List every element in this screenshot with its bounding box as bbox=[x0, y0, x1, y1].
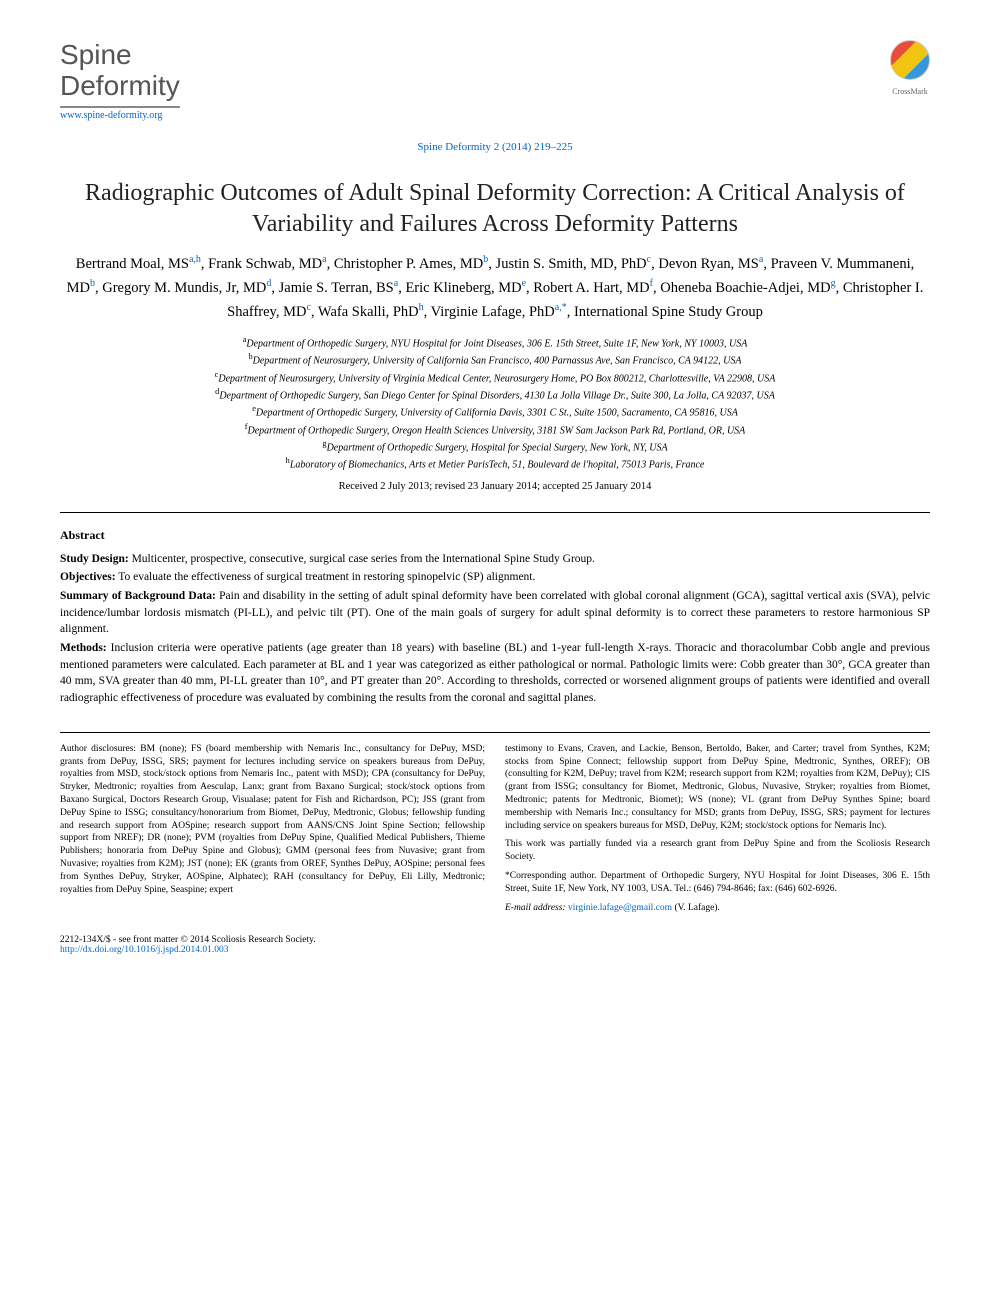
email-line: E-mail address: virginie.lafage@gmail.co… bbox=[505, 902, 930, 915]
email-suffix: (V. Lafage). bbox=[672, 903, 720, 913]
abstract-section: Study Design: Multicenter, prospective, … bbox=[60, 551, 930, 568]
affiliation-line: hLaboratory of Biomechanics, Arts et Met… bbox=[60, 455, 930, 472]
copyright-left: 2212-134X/$ - see front matter © 2014 Sc… bbox=[60, 935, 316, 955]
abstract-section: Objectives: To evaluate the effectivenes… bbox=[60, 569, 930, 586]
affiliation-line: bDepartment of Neurosurgery, University … bbox=[60, 351, 930, 368]
abstract-section-label: Summary of Background Data: bbox=[60, 590, 216, 602]
abstract-section-label: Study Design: bbox=[60, 553, 129, 565]
abstract-section: Summary of Background Data: Pain and dis… bbox=[60, 588, 930, 638]
page-header: Spine Deformity www.spine-deformity.org … bbox=[60, 40, 930, 121]
abstract-heading: Abstract bbox=[60, 528, 930, 543]
affiliation-line: eDepartment of Orthopedic Surgery, Unive… bbox=[60, 403, 930, 420]
corresponding-author: *Corresponding author. Department of Ort… bbox=[505, 870, 930, 896]
affiliation-line: fDepartment of Orthopedic Surgery, Orego… bbox=[60, 421, 930, 438]
affiliation-line: cDepartment of Neurosurgery, University … bbox=[60, 369, 930, 386]
crossmark-label: CrossMark bbox=[890, 87, 930, 96]
copyright-row: 2212-134X/$ - see front matter © 2014 Sc… bbox=[60, 935, 930, 955]
abstract-section-text: To evaluate the effectiveness of surgica… bbox=[116, 571, 536, 583]
abstract-section-label: Objectives: bbox=[60, 571, 116, 583]
disclosures-text-right-1: testimony to Evans, Craven, and Lackie, … bbox=[505, 743, 930, 833]
journal-url-link[interactable]: www.spine-deformity.org bbox=[60, 106, 180, 121]
disclosures-right-col: testimony to Evans, Craven, and Lackie, … bbox=[505, 743, 930, 921]
affiliation-line: gDepartment of Orthopedic Surgery, Hospi… bbox=[60, 438, 930, 455]
abstract-section: Methods: Inclusion criteria were operati… bbox=[60, 640, 930, 707]
affiliation-line: aDepartment of Orthopedic Surgery, NYU H… bbox=[60, 334, 930, 351]
affiliations-list: aDepartment of Orthopedic Surgery, NYU H… bbox=[60, 334, 930, 473]
crossmark-icon bbox=[890, 40, 930, 80]
abstract-body: Study Design: Multicenter, prospective, … bbox=[60, 551, 930, 707]
disclosures-text-left: Author disclosures: BM (none); FS (board… bbox=[60, 743, 485, 897]
divider-top bbox=[60, 512, 930, 513]
author-disclosures: Author disclosures: BM (none); FS (board… bbox=[60, 732, 930, 921]
affiliation-line: dDepartment of Orthopedic Surgery, San D… bbox=[60, 386, 930, 403]
abstract-section-label: Methods: bbox=[60, 642, 107, 654]
abstract-section-text: Multicenter, prospective, consecutive, s… bbox=[129, 553, 595, 565]
funding-note: This work was partially funded via a res… bbox=[505, 838, 930, 864]
disclosures-left-col: Author disclosures: BM (none); FS (board… bbox=[60, 743, 485, 921]
article-dates: Received 2 July 2013; revised 23 January… bbox=[60, 481, 930, 492]
author-list: Bertrand Moal, MSa,h, Frank Schwab, MDa,… bbox=[60, 252, 930, 324]
email-link[interactable]: virginie.lafage@gmail.com bbox=[568, 903, 672, 913]
crossmark-widget[interactable]: CrossMark bbox=[890, 40, 930, 96]
abstract-section-text: Inclusion criteria were operative patien… bbox=[60, 642, 930, 704]
journal-name: Spine Deformity bbox=[60, 40, 180, 102]
article-title: Radiographic Outcomes of Adult Spinal De… bbox=[60, 178, 930, 240]
citation-line: Spine Deformity 2 (2014) 219–225 bbox=[60, 141, 930, 153]
doi-link[interactable]: http://dx.doi.org/10.1016/j.jspd.2014.01… bbox=[60, 945, 228, 955]
email-label: E-mail address: bbox=[505, 903, 566, 913]
journal-logo-block: Spine Deformity www.spine-deformity.org bbox=[60, 40, 180, 121]
copyright-text: 2212-134X/$ - see front matter © 2014 Sc… bbox=[60, 935, 316, 945]
